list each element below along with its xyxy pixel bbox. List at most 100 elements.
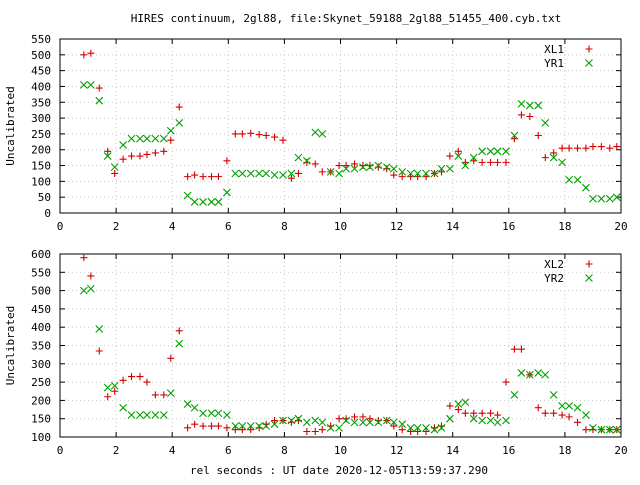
data-point (279, 136, 287, 144)
data-point (175, 103, 183, 111)
data-point (406, 423, 415, 432)
data-point (469, 414, 478, 423)
data-point (510, 131, 519, 140)
data-point (246, 169, 255, 178)
data-point (270, 171, 279, 179)
data-point (255, 131, 263, 139)
data-point (160, 391, 168, 399)
data-point (103, 383, 112, 392)
data-point (398, 167, 407, 176)
y-tick-label: 0 (44, 207, 51, 220)
data-point (413, 169, 422, 178)
data-point (166, 389, 175, 397)
data-point (486, 147, 495, 156)
data-point (494, 158, 502, 166)
data-point (262, 422, 271, 430)
data-point (589, 143, 597, 151)
data-point (287, 416, 296, 425)
data-point (214, 173, 222, 181)
y-tick-label: 200 (31, 144, 51, 157)
data-point (454, 400, 463, 408)
data-point (294, 414, 303, 423)
bottom-panel: 100 150 200 250 300 350 400 450 500 550 600 0 2 4 6 8 10… (4, 248, 628, 457)
data-point (128, 373, 136, 381)
x-tick-label: 10 (334, 220, 347, 233)
data-point (470, 157, 478, 165)
data-point (351, 160, 359, 168)
data-point (582, 426, 590, 434)
data-point (390, 422, 398, 430)
data-point (605, 194, 614, 203)
series-yr2 (79, 284, 621, 434)
data-point (119, 141, 128, 149)
data-point (534, 404, 542, 412)
x-tick-label: 14 (446, 220, 460, 233)
data-point (437, 168, 445, 176)
data-point (287, 169, 296, 178)
data-point (487, 409, 495, 417)
data-point (446, 164, 454, 173)
data-point (111, 169, 119, 177)
data-point (565, 175, 573, 184)
data-point (151, 411, 160, 419)
x-tick-label: 0 (57, 220, 64, 233)
x-tick-label: 10 (334, 444, 347, 457)
data-point (119, 376, 127, 384)
data-point (558, 411, 566, 419)
top-panel: 0 50 100 150 200 250 300 350 400 450 500 550 0 2 4 6 8 10… (4, 33, 628, 233)
data-point (359, 162, 367, 170)
data-point (582, 183, 590, 192)
data-point (318, 130, 327, 138)
data-point (478, 147, 487, 156)
data-point (262, 169, 271, 178)
data-point (454, 147, 462, 155)
data-point (597, 425, 606, 434)
data-point (366, 418, 374, 427)
x-tick-label: 14 (446, 444, 460, 457)
data-point (335, 162, 343, 170)
data-point (502, 158, 510, 166)
data-point (597, 143, 605, 151)
data-point (255, 422, 264, 430)
data-point (207, 198, 216, 206)
data-point (214, 198, 223, 206)
y-tick-label: 350 (31, 340, 51, 353)
data-point (351, 413, 359, 421)
data-point (160, 147, 168, 155)
data-point (422, 428, 430, 436)
data-point (104, 147, 112, 155)
data-point (582, 411, 590, 419)
data-point (350, 164, 359, 173)
data-point (326, 167, 335, 176)
data-point (494, 411, 502, 419)
data-point (454, 152, 463, 160)
data-point (136, 411, 144, 419)
data-point (478, 416, 487, 425)
x-tick-label: 16 (502, 220, 515, 233)
data-point (231, 426, 239, 434)
data-point (398, 173, 406, 181)
data-point (184, 173, 192, 181)
chart-title: HIRES continuum, 2gl88, file:Skynet_5918… (131, 12, 561, 25)
data-point (104, 393, 112, 401)
data-point (550, 149, 558, 157)
data-point (510, 391, 519, 399)
data-point (502, 416, 510, 425)
data-point (606, 144, 614, 152)
data-point (383, 165, 391, 173)
data-point (366, 163, 374, 172)
data-point (493, 418, 502, 427)
data-point (311, 428, 319, 436)
data-point (366, 162, 374, 170)
data-point (589, 194, 597, 203)
data-point (335, 423, 343, 432)
data-point (407, 428, 415, 436)
x-axis-label: rel seconds : UT date 2020-12-05T13:59:3… (190, 464, 488, 477)
y-tick-label: 150 (31, 413, 51, 426)
data-point (487, 158, 495, 166)
data-point (311, 416, 320, 425)
data-point (486, 416, 495, 425)
data-point (191, 420, 199, 428)
data-point (437, 423, 446, 432)
data-point (359, 163, 367, 172)
